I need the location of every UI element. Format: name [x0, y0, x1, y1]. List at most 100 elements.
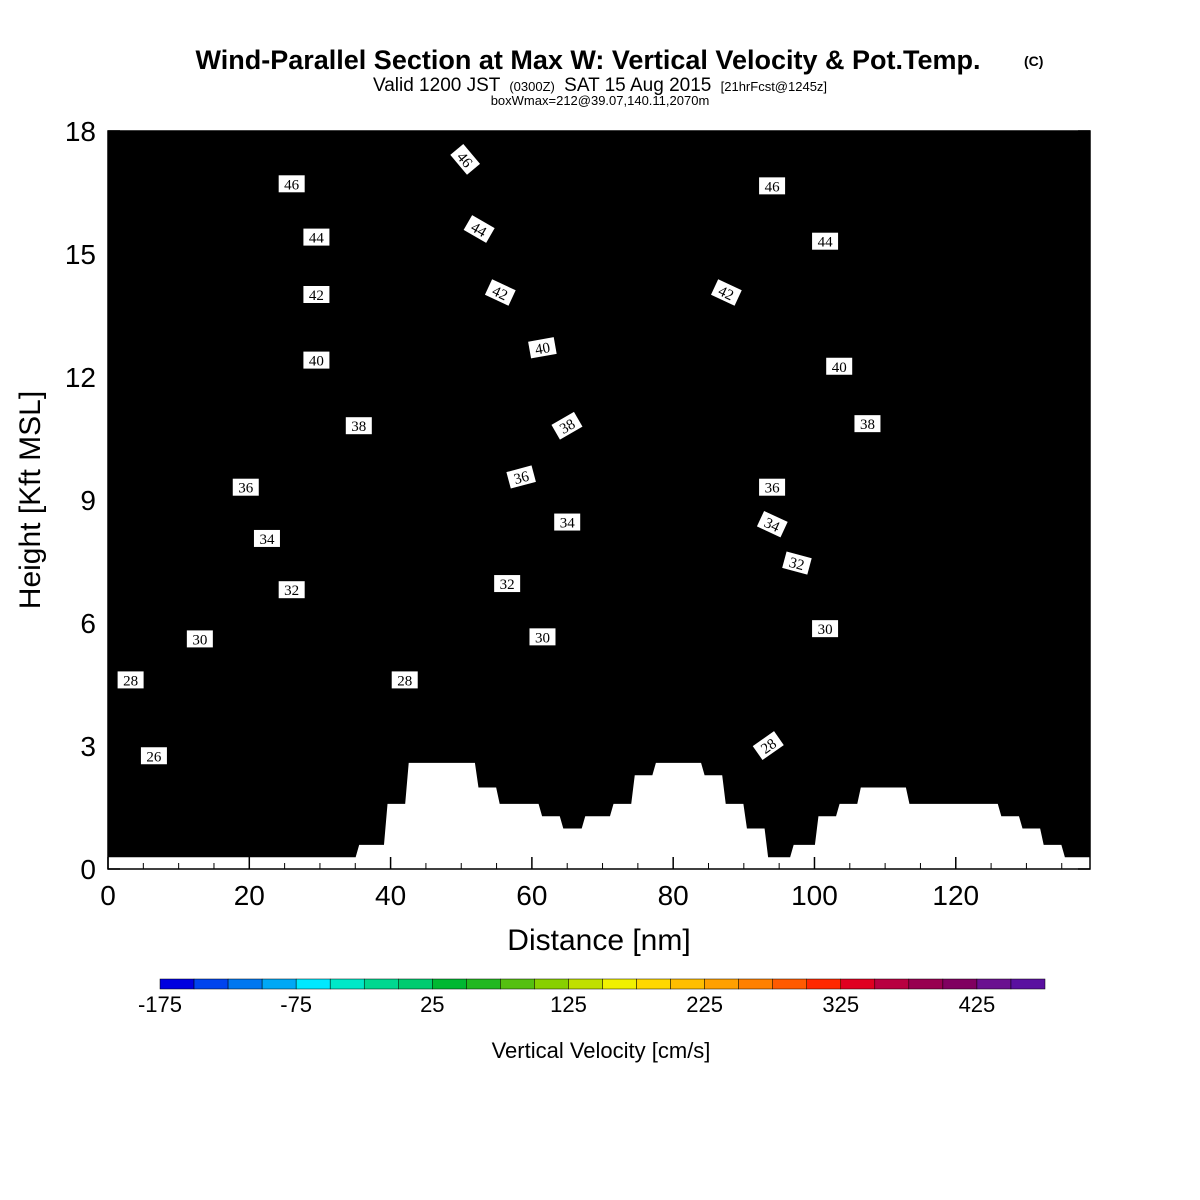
- field-cell: [712, 131, 717, 869]
- field-cell: [514, 131, 519, 869]
- field-cell: [323, 131, 328, 869]
- field-cell: [295, 131, 300, 869]
- field-cell: [1026, 131, 1031, 869]
- field-cell: [927, 131, 932, 869]
- field-cell: [789, 131, 794, 869]
- field-cell: [687, 131, 692, 869]
- contour-label: 46: [759, 177, 786, 195]
- field-cell: [443, 131, 448, 869]
- colorbar-swatch: [670, 978, 705, 990]
- field-cell: [1068, 131, 1073, 869]
- field-cell: [196, 131, 201, 869]
- field-cell: [1054, 131, 1059, 869]
- field-cell: [1044, 131, 1049, 869]
- field-cell: [722, 131, 727, 869]
- field-cell: [160, 131, 166, 869]
- field-cell: [588, 131, 593, 869]
- field-cell: [546, 131, 551, 869]
- field-cell: [923, 131, 929, 869]
- contour-label: 42: [484, 279, 516, 306]
- field-cell: [683, 131, 688, 869]
- y-tick-label: 3: [80, 731, 96, 762]
- colorbar-swatch: [568, 978, 603, 990]
- field-cell: [312, 131, 318, 869]
- contour-label: 32: [494, 575, 521, 593]
- field-cell: [235, 131, 240, 869]
- field-cell: [768, 131, 773, 869]
- contour-label: 42: [711, 279, 742, 306]
- field-cell: [129, 131, 134, 869]
- contour-label: 38: [551, 411, 583, 440]
- contour-label-bg: [278, 581, 305, 599]
- field-cell: [655, 131, 660, 869]
- chart-box-info: boxWmax=212@39.07,140.11,2070m: [491, 93, 710, 108]
- field-cell: [560, 131, 565, 869]
- field-cell: [178, 131, 183, 869]
- field-cell: [263, 131, 268, 869]
- contour-label: 34: [253, 529, 280, 548]
- field-cell: [489, 131, 494, 869]
- field-cell: [1061, 131, 1066, 869]
- contour-label: 36: [759, 478, 786, 497]
- contour-label-text: 40: [309, 354, 324, 370]
- field-cell: [118, 131, 123, 869]
- field-cell: [793, 131, 798, 869]
- isentrope-line: [108, 131, 1090, 185]
- subtitle-date: SAT 15 Aug 2015: [564, 75, 711, 96]
- field-cell: [779, 131, 784, 869]
- contour-label: 34: [756, 510, 788, 538]
- isentrope-line: [108, 546, 1090, 601]
- contour-label-text: 28: [397, 673, 412, 689]
- contour-label: 44: [463, 215, 495, 243]
- field-cell: [637, 131, 642, 869]
- field-cell: [464, 131, 469, 869]
- isentrope-line: [108, 395, 1090, 445]
- field-cell: [379, 131, 385, 869]
- field-cell: [708, 131, 713, 869]
- field-cell: [729, 131, 734, 869]
- contour-label-text: 32: [500, 577, 515, 593]
- isentrope-line: [108, 310, 1090, 369]
- contour-label-text: 46: [765, 179, 781, 195]
- contour-label-bg: [303, 351, 330, 369]
- contour-label: 36: [506, 465, 536, 489]
- contour-label-bg: [140, 747, 167, 765]
- field-cell: [450, 131, 455, 869]
- isentrope-line: [108, 690, 1090, 737]
- contour-label: 40: [528, 337, 557, 358]
- chart-subtitle: Valid 1200 JST (0300Z) SAT 15 Aug 2015 […: [373, 75, 827, 96]
- contour-label-bg: [345, 417, 372, 435]
- field-cell: [1001, 131, 1006, 869]
- isentrope-line: [108, 347, 1090, 405]
- contour-label-text: 42: [716, 283, 736, 304]
- colorbar-swatch: [398, 978, 433, 990]
- field-cell: [849, 131, 854, 869]
- contour-label-bg: [506, 465, 536, 489]
- isentrope-line: [108, 210, 1090, 260]
- field-cell: [719, 131, 724, 869]
- field-cell: [750, 131, 756, 869]
- contour-label-text: 44: [309, 231, 325, 247]
- field-cell: [418, 131, 423, 869]
- colorbar-swatch: [908, 978, 944, 990]
- isentrope-line: [108, 713, 1090, 757]
- contour-label-text: 28: [123, 673, 138, 689]
- contour-label-bg: [484, 279, 516, 306]
- contour-label: 46: [278, 175, 305, 193]
- field-cell: [429, 131, 434, 869]
- contour-label-bg: [529, 628, 556, 646]
- x-tick-label: 0: [100, 880, 116, 911]
- field-cell: [454, 131, 459, 869]
- colorbar-swatch: [636, 978, 671, 990]
- field-cell: [807, 131, 812, 869]
- contour-label-bg: [117, 671, 144, 689]
- field-cell: [906, 131, 911, 869]
- colorbar-swatch: [772, 978, 807, 990]
- contour-label-text: 36: [512, 469, 531, 488]
- potential-temperature-contours: [108, 131, 1090, 835]
- field-cell: [966, 131, 971, 869]
- field-cell: [1012, 131, 1017, 869]
- field-cell: [606, 131, 611, 869]
- contour-label-bg: [232, 478, 259, 496]
